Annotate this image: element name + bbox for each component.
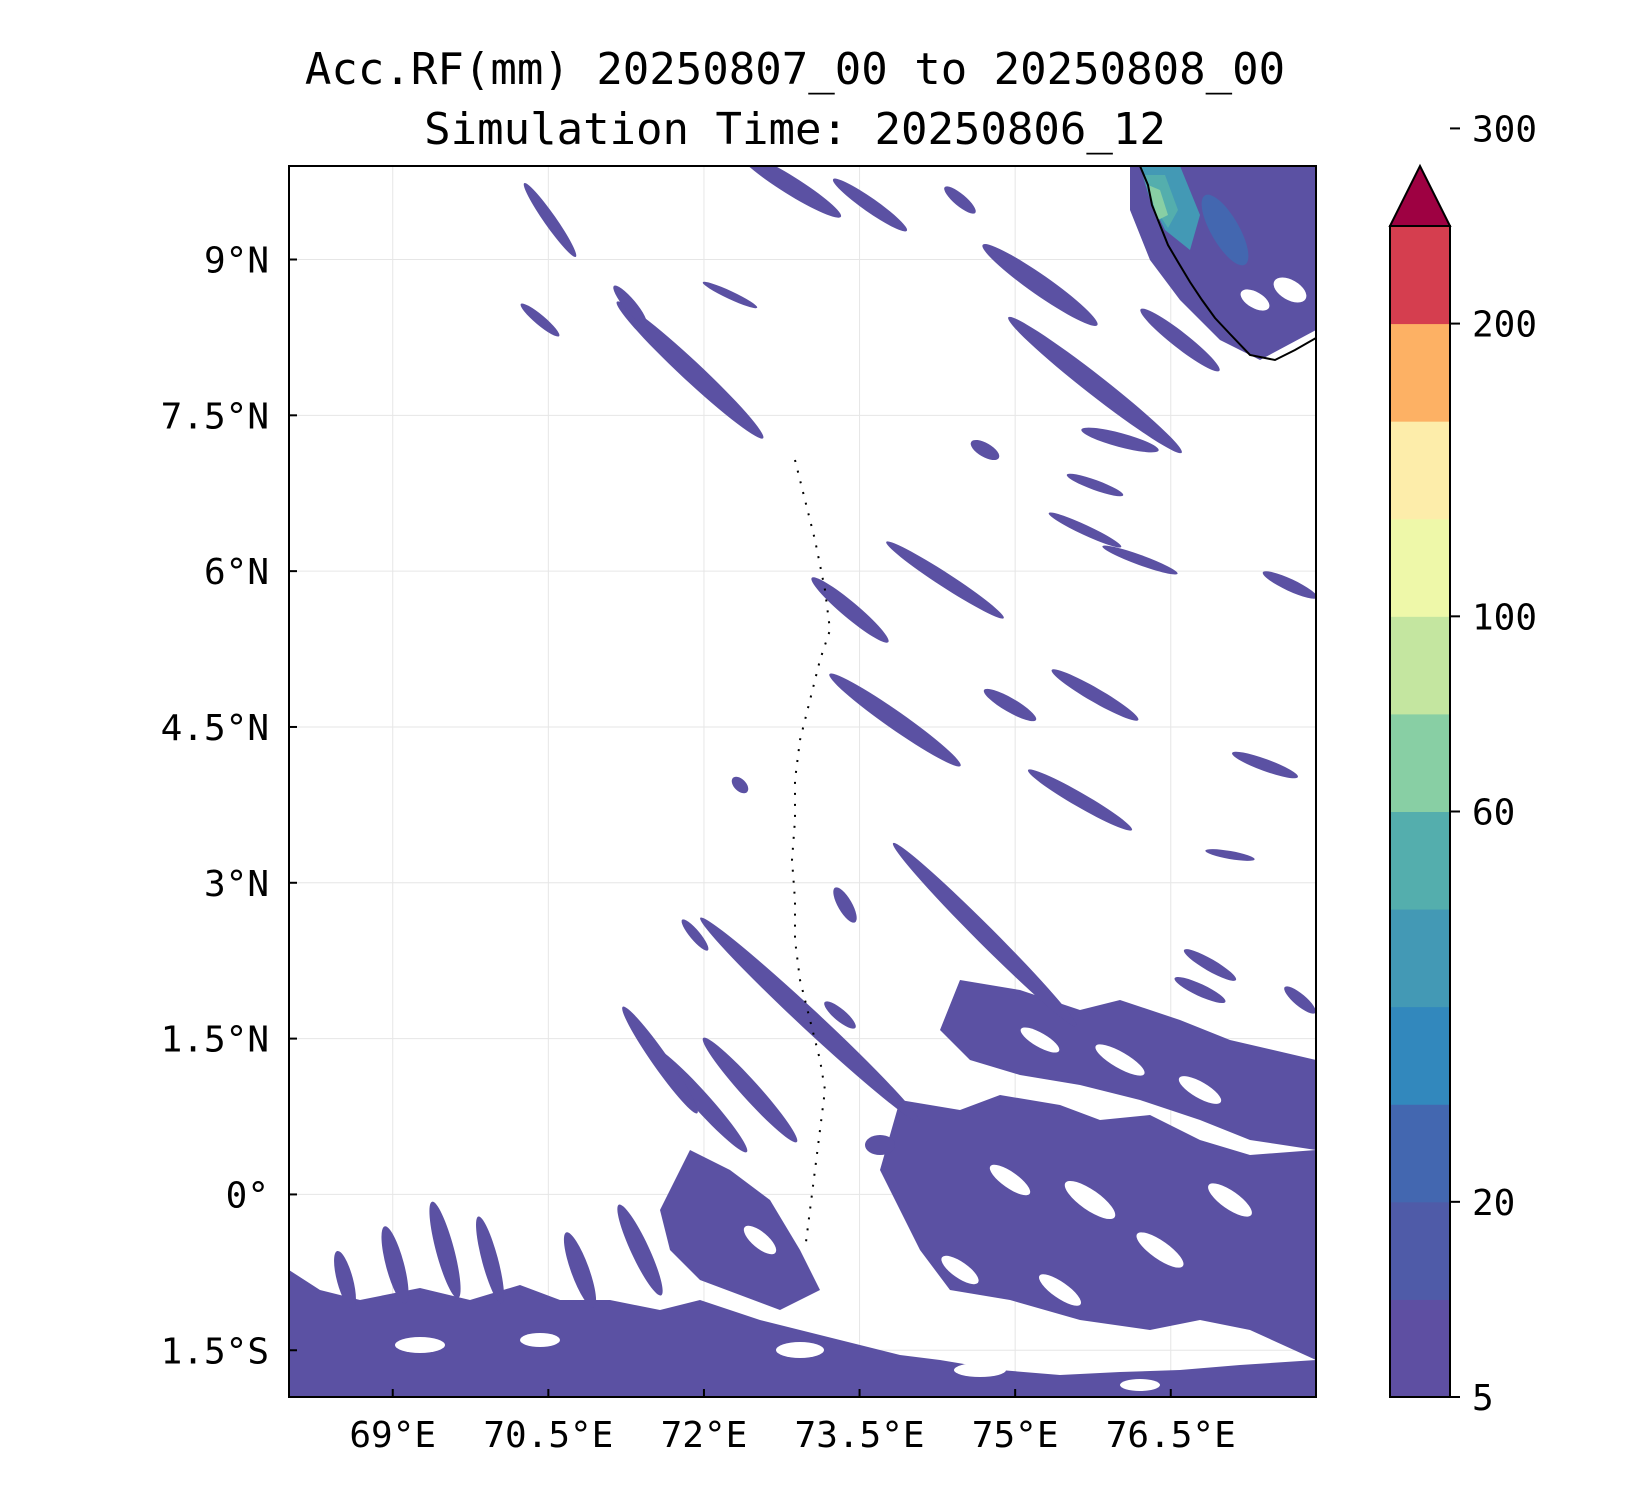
colorbar-segment: [1390, 1006, 1450, 1105]
colorbar-tick-label: 300: [1472, 109, 1537, 150]
y-tick-label: 3°N: [204, 864, 269, 905]
rain-area-southcentral: [660, 1150, 820, 1310]
x-tick-label: 69°E: [349, 1415, 436, 1456]
colorbar-segment: [1390, 909, 1450, 1008]
rain-north-east-coast: [1130, 166, 1316, 360]
colorbar: 52060100200300500: [1388, 109, 1537, 1419]
y-tick-label: 9°N: [204, 240, 269, 281]
title-line-1: Acc.RF(mm) 20250807_00 to 20250808_00: [304, 44, 1286, 95]
colorbar-tick-label: 20: [1472, 1183, 1515, 1224]
colorbar-segment: [1390, 323, 1450, 422]
colorbar-segment: [1390, 518, 1450, 617]
colorbar-segment: [1390, 1299, 1450, 1398]
coastline: [1139, 166, 1316, 362]
colorbar-segment: [1390, 226, 1450, 325]
colorbar-segment: [1390, 1201, 1450, 1300]
x-tick-label: 76.5°E: [1106, 1415, 1236, 1456]
colorbar-segment: [1390, 421, 1450, 520]
colorbar-tick-label: 200: [1472, 305, 1537, 346]
x-tick-label: 75°E: [972, 1415, 1059, 1456]
map-frame: [288, 165, 1317, 1398]
y-tick-label: 0°: [226, 1175, 269, 1216]
rain-area-southeast: [880, 1095, 1316, 1360]
rainfall-contours: [289, 166, 1316, 1397]
colorbar-segment: [1390, 616, 1450, 715]
colorbar-ticks: 52060100200300500: [1450, 109, 1537, 1419]
title-line-2: Simulation Time: 20250806_12: [424, 104, 1166, 155]
x-tick-label: 72°E: [661, 1415, 748, 1456]
colorbar-extend-triangle: [1388, 163, 1452, 227]
colorbar-tick-label: 100: [1472, 597, 1537, 638]
x-tick-label: 70.5°E: [483, 1415, 613, 1456]
y-tick-label: 1.5°S: [161, 1331, 269, 1372]
map-title: Acc.RF(mm) 20250807_00 to 20250808_00 Si…: [0, 40, 1590, 160]
y-tick-label: 1.5°N: [161, 1020, 269, 1061]
colorbar-tick-label: 5: [1472, 1378, 1494, 1419]
colorbar-segments: [1390, 226, 1450, 1398]
island-chain: [790, 459, 832, 1251]
x-tick-label: 73.5°E: [795, 1415, 925, 1456]
colorbar-tick-label: 60: [1472, 793, 1515, 834]
colorbar-segment: [1390, 713, 1450, 812]
rain-gaps: [395, 1027, 1252, 1391]
y-tick-label: 7.5°N: [161, 396, 269, 437]
colorbar-segment: [1390, 1104, 1450, 1203]
rain-bands: [520, 166, 1316, 1155]
rain-plumes-southwest: [334, 1201, 663, 1310]
map-axes: 69°E 70.5°E 72°E 73.5°E 75°E 76.5°E 9°N 7.5°N 6°…: [161, 240, 1236, 1456]
rain-area-southwest: [289, 1270, 1316, 1397]
colorbar-segment: [1390, 811, 1450, 910]
y-tick-label: 4.5°N: [161, 708, 269, 749]
y-tick-label: 6°N: [204, 552, 269, 593]
map-panel: 69°E 70.5°E 72°E 73.5°E 75°E 76.5°E 9°N 7.5°N 6°…: [161, 165, 1317, 1456]
